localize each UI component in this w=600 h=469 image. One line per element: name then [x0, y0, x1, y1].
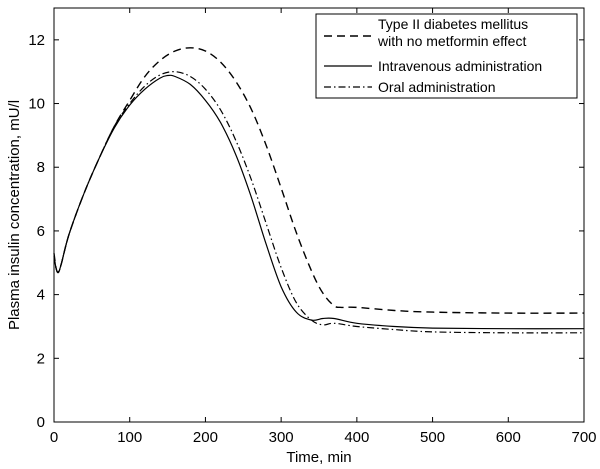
legend-label-type2-line1: Type II diabetes mellitus: [378, 16, 528, 32]
x-tick-label: 100: [117, 429, 142, 446]
y-tick-label: 2: [37, 350, 45, 367]
y-tick-label: 6: [37, 223, 45, 240]
x-axis-label: Time, min: [286, 449, 351, 466]
y-tick-label: 0: [37, 414, 45, 431]
x-tick-label: 500: [420, 429, 445, 446]
x-tick-label: 200: [193, 429, 218, 446]
y-tick-label: 10: [28, 96, 45, 113]
plot-frame: [53, 7, 585, 423]
x-tick-label: 600: [496, 429, 521, 446]
legend: Type II diabetes mellitus with no metfor…: [315, 13, 578, 99]
legend-box: [315, 13, 578, 99]
x-tick-label: 300: [269, 429, 294, 446]
legend-label-intravenous: Intravenous administration: [378, 58, 542, 74]
x-tick-label: 400: [344, 429, 369, 446]
axis-ticks: 0 100 200 300 400 500 600 700 0 2 4 6 8 10 12: [28, 8, 597, 446]
legend-label-type2-line2: with no metformin effect: [377, 33, 526, 49]
y-tick-label: 12: [28, 32, 45, 49]
y-axis-label: Plasma insulin concentration, mU/l: [6, 100, 23, 330]
y-tick-label: 4: [37, 287, 45, 304]
series-layer: [53, 47, 585, 334]
x-tick-label: 700: [571, 429, 596, 446]
series-line-intravenous: [53, 74, 585, 330]
series-line-oral: [53, 71, 585, 334]
legend-label-oral: Oral administration: [378, 79, 496, 95]
x-tick-label: 0: [50, 429, 58, 446]
y-tick-label: 8: [37, 159, 45, 176]
